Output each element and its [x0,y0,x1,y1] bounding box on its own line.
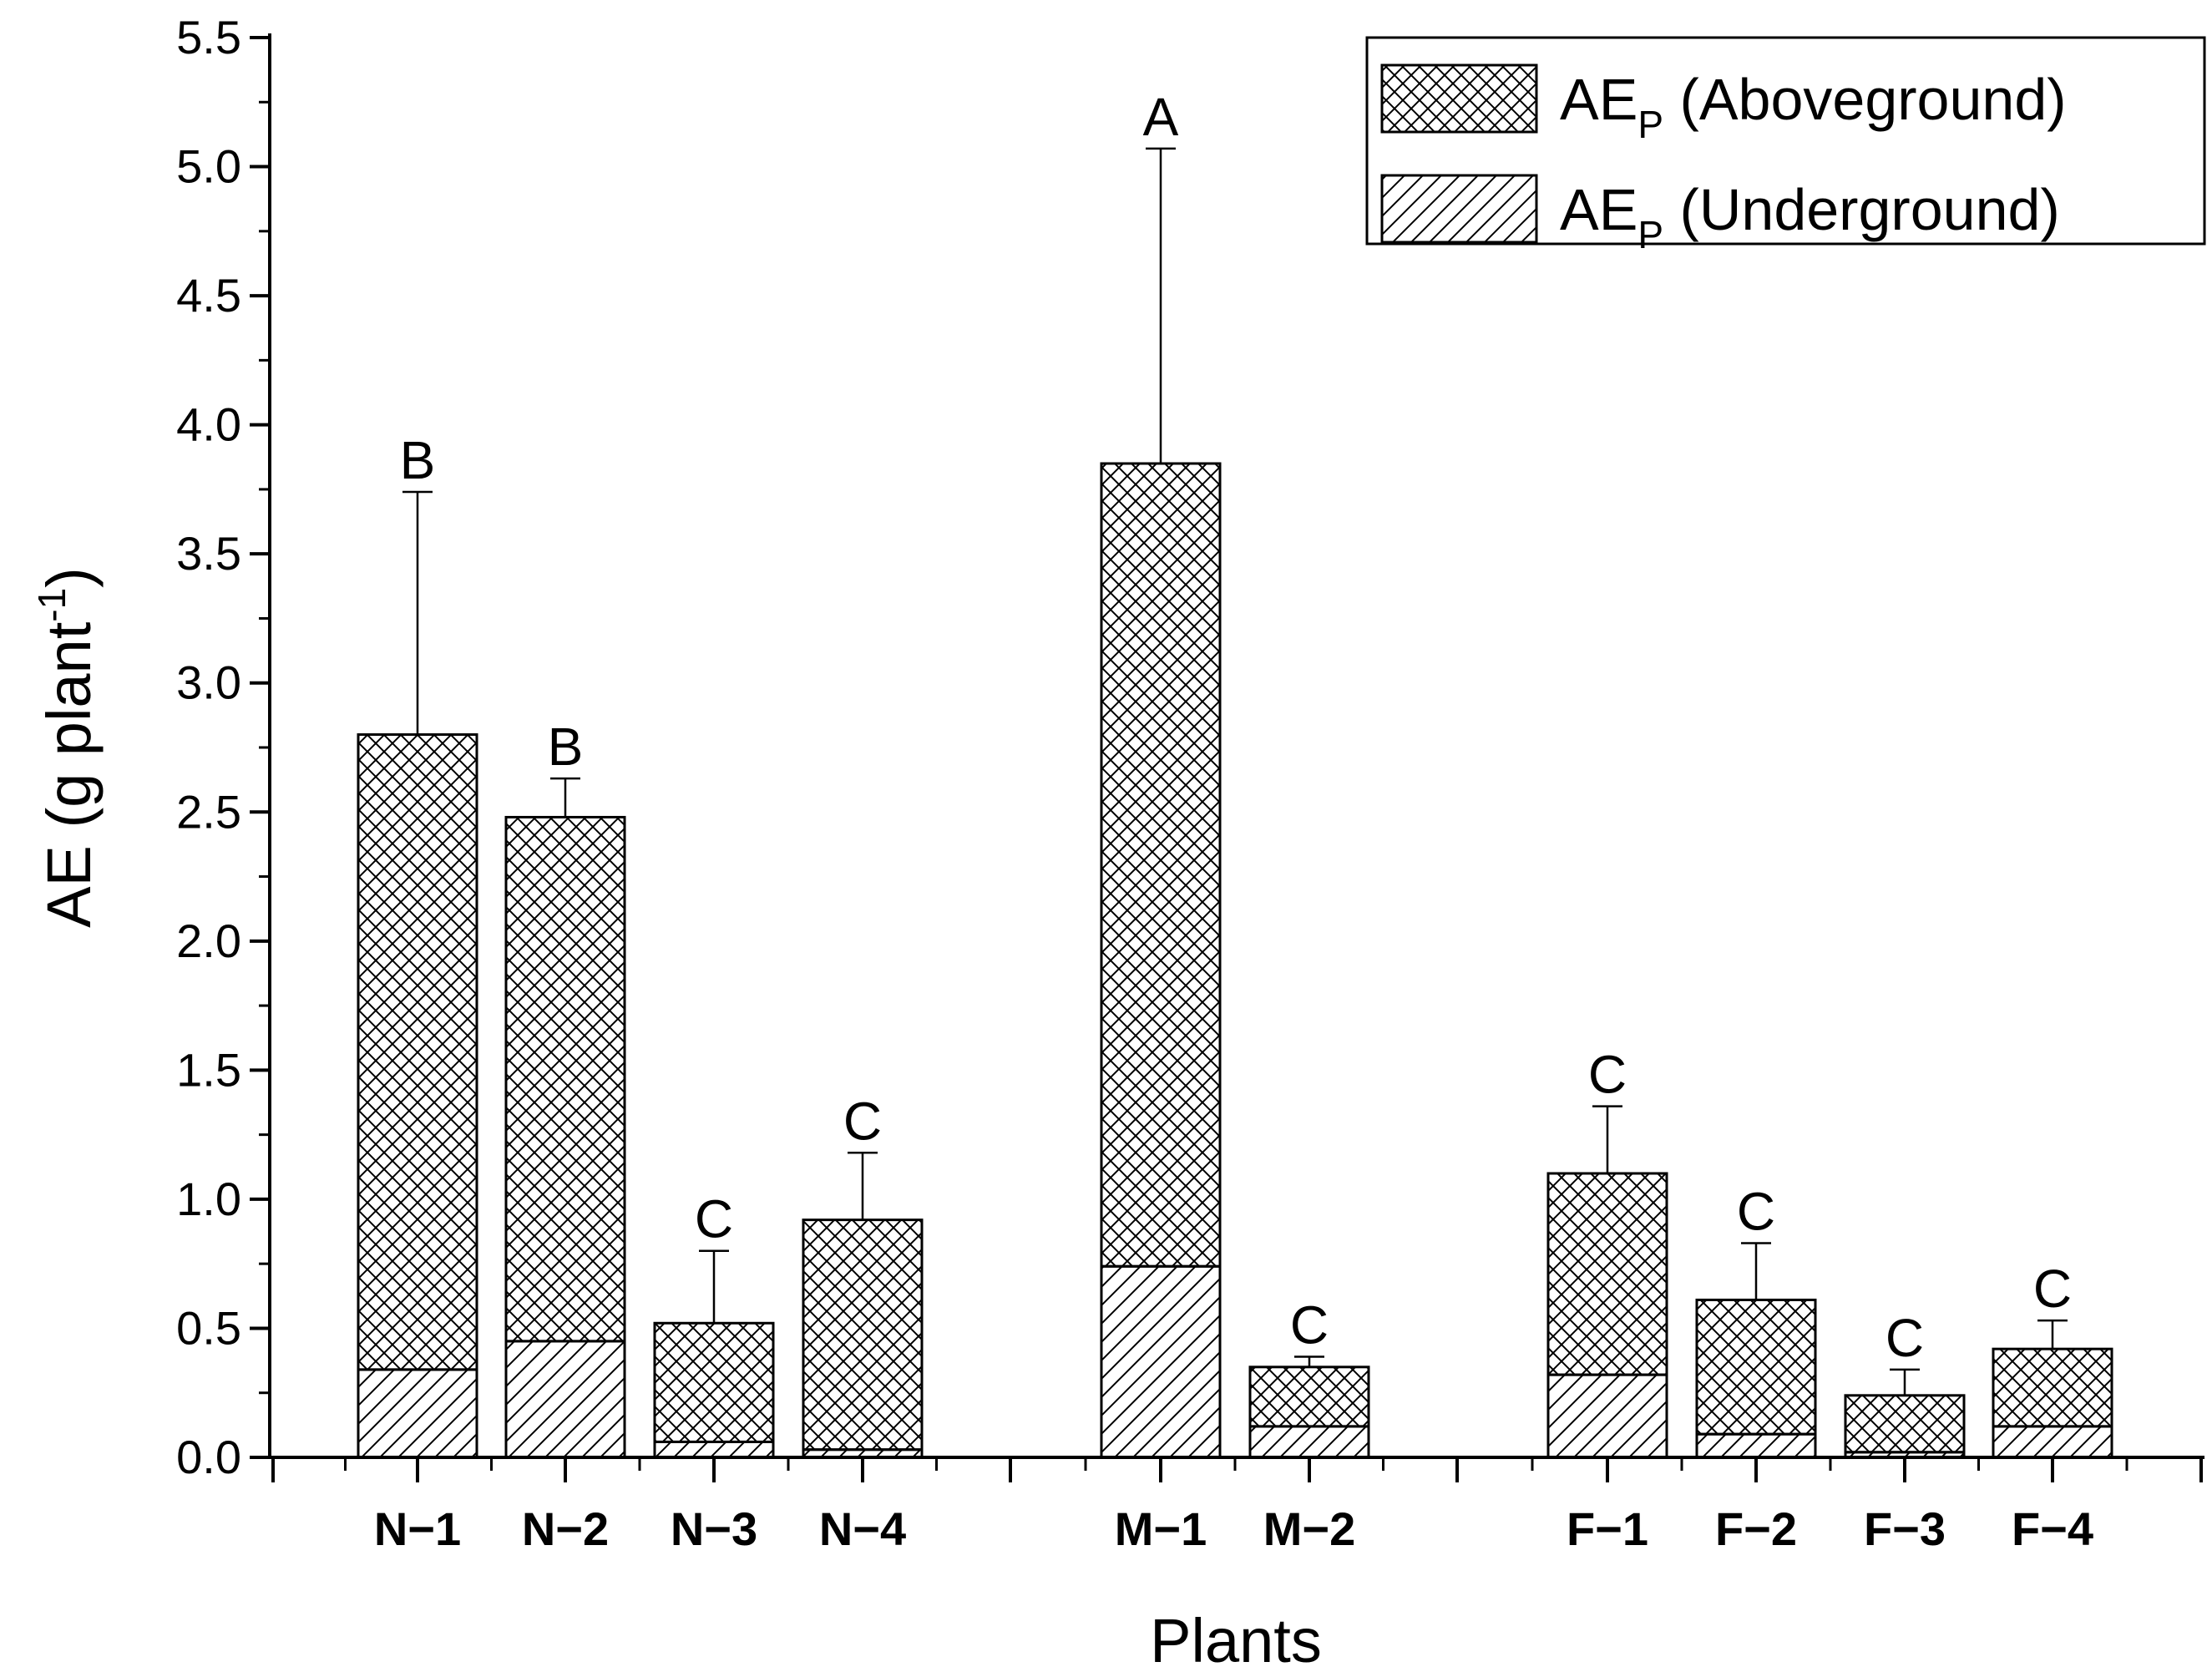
y-tick-label-3: 1.5 [176,1043,241,1096]
x-tick-label-8: F−2 [1715,1502,1797,1555]
x-tick-label-5: M−1 [1115,1502,1207,1555]
bar-aboveground-8 [1695,1298,1817,1436]
error-bars-layer [402,147,2068,1396]
x-tick-label-6: M−2 [1263,1502,1356,1555]
y-tick-label-0: 0.0 [176,1431,241,1483]
significance-letter-8: C [1737,1181,1775,1241]
y-tick-label-6: 3.0 [176,656,241,709]
significance-letter-5: A [1143,87,1179,147]
y-tick-label-4: 2.0 [176,915,241,967]
bar-aboveground-4 [802,1219,924,1452]
bars-layer [357,462,2113,1459]
legend-label-suffix-aboveground: (Aboveground) [1663,67,2067,132]
y-tick-label-10: 5.0 [176,140,241,193]
y-axis-title-close: ) [34,567,104,588]
y-axis-title-superscript: -1 [30,588,73,622]
bar-aboveground-6 [1248,1365,1370,1428]
x-tick-label-4: N−4 [819,1502,906,1555]
significance-letter-1: B [400,430,436,490]
legend-label-sub-underground: P [1637,213,1663,256]
legend-label-main-aboveground: AE [1560,67,1637,132]
x-tick-label-9: F−3 [1864,1502,1946,1555]
y-axis-title-main: AE (g plant [34,621,104,928]
significance-letter-10: C [2033,1259,2072,1319]
bar-underground-7 [1546,1373,1668,1459]
x-tick-label-7: F−1 [1567,1502,1648,1555]
bar-underground-6 [1248,1425,1370,1459]
x-axis-title: Plants [1150,1606,1322,1672]
significance-letter-3: C [695,1189,733,1249]
bar-underground-5 [1100,1264,1222,1459]
y-tick-label-2: 1.0 [176,1173,241,1225]
bar-aboveground-5 [1100,462,1222,1268]
legend-label-suffix-underground: (Underground) [1663,177,2060,242]
legend-swatch-aboveground [1380,63,1538,134]
y-axis-title: AE (g plant-1) [30,567,104,928]
x-tick-label-1: N−1 [374,1502,461,1555]
bar-underground-10 [1992,1425,2113,1459]
legend-label-main-underground: AE [1560,177,1637,242]
bar-aboveground-2 [504,815,626,1343]
legend-label-underground: AEP (Underground) [1560,177,2060,256]
bar-underground-1 [357,1368,478,1459]
significance-letter-7: C [1588,1045,1627,1105]
legend-label-sub-aboveground: P [1637,103,1663,146]
y-tick-label-1: 0.5 [176,1301,241,1354]
bar-underground-8 [1695,1432,1817,1459]
y-tick-label-7: 3.5 [176,527,241,580]
bar-underground-3 [653,1440,775,1459]
y-tick-label-8: 4.0 [176,398,241,451]
significance-letter-2: B [548,717,584,777]
significance-letter-9: C [1886,1308,1924,1368]
significance-letter-6: C [1290,1295,1329,1355]
bar-aboveground-1 [357,733,478,1371]
y-tick-label-9: 4.5 [176,269,241,322]
x-tick-label-10: F−4 [2012,1502,2093,1555]
bar-underground-2 [504,1340,626,1459]
y-tick-label-11: 5.5 [176,11,241,63]
axes-layer [250,33,2204,1482]
bar-aboveground-10 [1992,1347,2113,1428]
x-tick-label-3: N−3 [671,1502,757,1555]
bar-aboveground-9 [1844,1394,1966,1454]
x-tick-label-2: N−2 [522,1502,609,1555]
bar-aboveground-3 [653,1321,775,1443]
bar-aboveground-7 [1546,1172,1668,1376]
legend: AEP (Aboveground)AEP (Underground) [1365,36,2206,256]
legend-swatch-underground [1380,174,1538,244]
labels-layer: B N−1 B N−2 C N−3 C N−4 A M−1 C M−2 C F−1 C F−2 C F−3 C F−4… [30,11,2093,1672]
y-tick-label-5: 2.5 [176,785,241,838]
legend-label-aboveground: AEP (Aboveground) [1560,67,2067,146]
significance-letter-4: C [843,1091,882,1151]
